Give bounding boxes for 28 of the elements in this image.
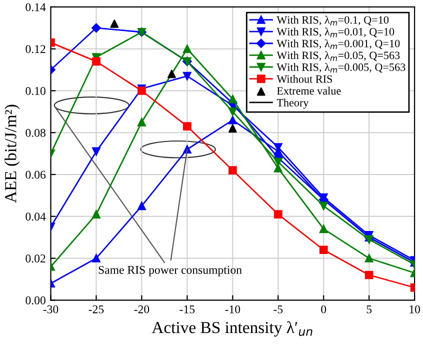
x-tick-label: -15: [180, 305, 195, 314]
legend-label: With RIS, λ$_{m}$=0.01, Q=10: [276, 28, 394, 38]
y-tick-label: 0.08: [26, 128, 46, 137]
y-tick-label: 0.12: [26, 45, 46, 54]
x-tick-label: -20: [134, 305, 150, 314]
legend-label: With RIS, λ$_{m}$=0.005, Q=563: [276, 63, 406, 73]
y-tick-label: 0.04: [26, 212, 46, 221]
x-tick-label: -25: [88, 305, 104, 314]
y-tick-label: 0.02: [26, 254, 46, 263]
y-axis-title: AEE (bit/J/m²): [4, 104, 20, 203]
legend-label: Without RIS: [276, 74, 332, 83]
x-tick-label: -10: [225, 305, 240, 314]
x-tick-label: 5: [366, 305, 372, 314]
y-tick-label: 0.06: [26, 170, 46, 179]
x-tick-label: -5: [274, 305, 283, 314]
x-axis-title: Active BS intensity λ′$_{un}$: [152, 321, 312, 337]
y-tick-label: 0.00: [26, 296, 46, 304]
annotation: Same RIS power consumption: [98, 266, 242, 276]
y-tick-label: 0.14: [26, 3, 46, 12]
legend-label: With RIS, λ$_{m}$=0.05, Q=563: [276, 51, 400, 61]
legend-label: Theory: [276, 98, 309, 109]
legend-label: With RIS, λ$_{m}$=0.001, Q=10: [276, 39, 400, 50]
x-tick-label: 0: [321, 305, 326, 314]
legend-label: With RIS, λ$_{m}$=0.1, Q=10: [276, 16, 389, 26]
x-tick-label: -30: [43, 305, 58, 314]
legend-label: Extreme value: [276, 86, 341, 95]
y-tick-label: 0.10: [26, 86, 46, 96]
x-tick-label: 10: [410, 305, 420, 314]
